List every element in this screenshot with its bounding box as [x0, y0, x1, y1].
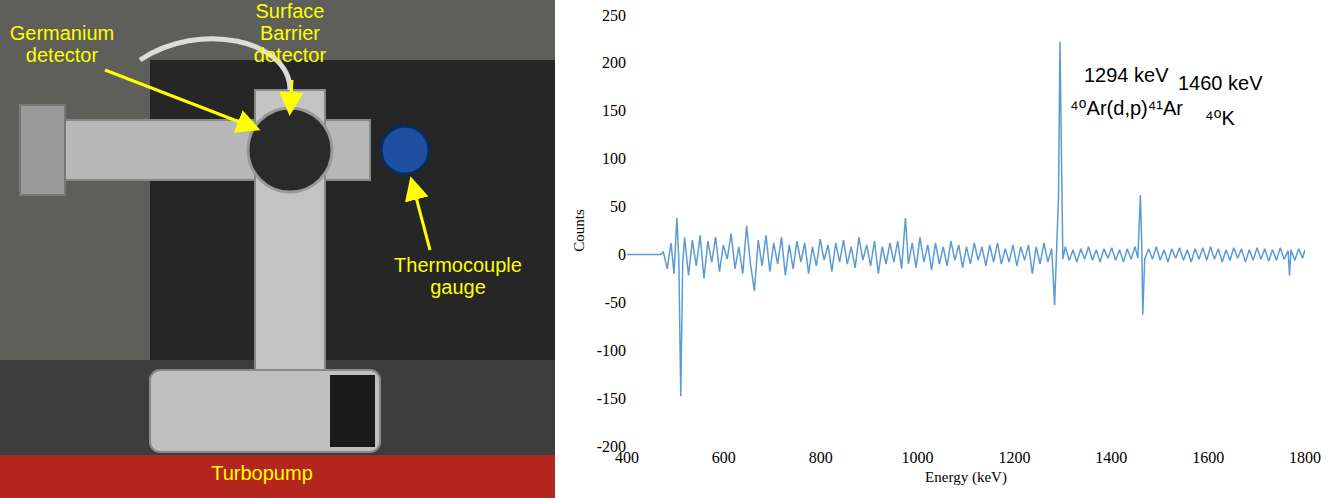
- svg-text:1400: 1400: [1095, 449, 1127, 466]
- svg-text:800: 800: [809, 449, 833, 466]
- svg-text:150: 150: [602, 102, 626, 119]
- svg-text:100: 100: [602, 150, 626, 167]
- svg-text:0: 0: [618, 246, 626, 263]
- svg-text:600: 600: [712, 449, 736, 466]
- svg-text:Turbopump: Turbopump: [211, 462, 313, 484]
- svg-text:Energy (keV): Energy (keV): [925, 469, 1007, 486]
- svg-text:1200: 1200: [998, 449, 1030, 466]
- svg-text:1600: 1600: [1192, 449, 1224, 466]
- svg-text:1000: 1000: [902, 449, 934, 466]
- svg-text:Germaniumdetector: Germaniumdetector: [10, 22, 114, 66]
- svg-text:⁴⁰Ar(d,p)⁴¹Ar: ⁴⁰Ar(d,p)⁴¹Ar: [1070, 97, 1183, 119]
- svg-text:⁴⁰K: ⁴⁰K: [1205, 107, 1236, 129]
- svg-text:-50: -50: [605, 294, 626, 311]
- svg-text:-200: -200: [597, 438, 626, 455]
- svg-text:200: 200: [602, 54, 626, 71]
- svg-text:-100: -100: [597, 342, 626, 359]
- svg-text:1800: 1800: [1289, 449, 1321, 466]
- svg-text:400: 400: [615, 449, 639, 466]
- svg-text:250: 250: [602, 7, 626, 24]
- svg-text:1294 keV: 1294 keV: [1084, 64, 1169, 86]
- svg-text:50: 50: [610, 198, 626, 215]
- svg-text:-150: -150: [597, 390, 626, 407]
- svg-text:Thermocouplegauge: Thermocouplegauge: [394, 254, 522, 298]
- svg-text:SurfaceBarrierdetector: SurfaceBarrierdetector: [254, 0, 327, 66]
- svg-text:Counts: Counts: [571, 209, 587, 252]
- svg-text:1460 keV: 1460 keV: [1178, 72, 1263, 94]
